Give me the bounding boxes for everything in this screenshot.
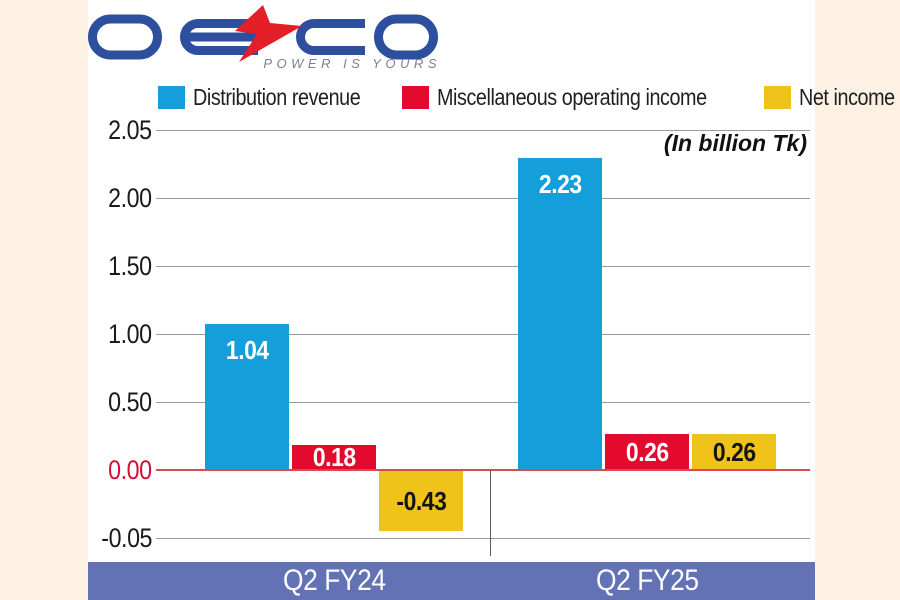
y-tick-label: 0.50 (108, 386, 153, 417)
logo-letter-o (374, 14, 438, 60)
category-axis-band (88, 562, 815, 600)
unit-note: (In billion Tk) (663, 130, 807, 156)
bar (605, 434, 689, 470)
bar-value-label: 1.04 (225, 334, 269, 365)
y-tick-label: -0.05 (101, 522, 152, 553)
gridline (156, 198, 810, 199)
bar-value-label: 0.18 (312, 442, 356, 472)
y-tick-label: 0.00 (108, 454, 153, 485)
group-divider (490, 470, 491, 556)
legend-label: Miscellaneous operating income (436, 84, 707, 110)
chart-panel: POWER IS YOURS Distribution revenue Misce… (88, 0, 895, 600)
legend: Distribution revenue Miscellaneous operat… (158, 84, 900, 111)
gridline (156, 538, 810, 539)
legend-label: Distribution revenue (193, 84, 361, 110)
bar-value-label: 2.23 (538, 168, 582, 199)
legend-swatch (764, 86, 792, 109)
category-label: Q2 FY24 (282, 564, 386, 597)
y-tick-label: 1.00 (108, 318, 153, 349)
y-tick-label: 1.50 (108, 250, 153, 281)
gridline (156, 130, 810, 131)
gridline (156, 402, 810, 403)
category-label: Q2 FY25 (595, 564, 699, 597)
bar (692, 434, 776, 470)
brand-tagline: POWER IS YOURS (263, 56, 441, 71)
y-tick-label: 2.00 (108, 182, 153, 213)
bar-value-label: 0.26 (712, 436, 756, 467)
y-tick-label: 2.05 (108, 114, 153, 145)
legend-item: Distribution revenue (158, 84, 388, 111)
bar (518, 158, 602, 470)
logo-letter-e (180, 19, 258, 55)
desco-logotype (88, 5, 438, 62)
bar (292, 445, 376, 470)
lightning-bolt-icon (235, 5, 302, 62)
desco-logo: POWER IS YOURS (88, 5, 443, 75)
logo-letter-d (88, 14, 162, 60)
bar (205, 324, 289, 470)
zero-line (156, 469, 810, 471)
bar-value-label: -0.43 (396, 485, 446, 516)
gridline (156, 266, 810, 267)
legend-item: Net income (764, 84, 900, 111)
bar-value-label: 0.26 (625, 436, 669, 467)
gridline (156, 334, 810, 335)
legend-swatch (401, 86, 429, 109)
legend-swatch (158, 86, 185, 109)
logo-letter-c (296, 19, 365, 55)
legend-label: Net income (799, 84, 895, 110)
legend-item: Miscellaneous operating income (401, 84, 751, 111)
bar (379, 471, 463, 531)
